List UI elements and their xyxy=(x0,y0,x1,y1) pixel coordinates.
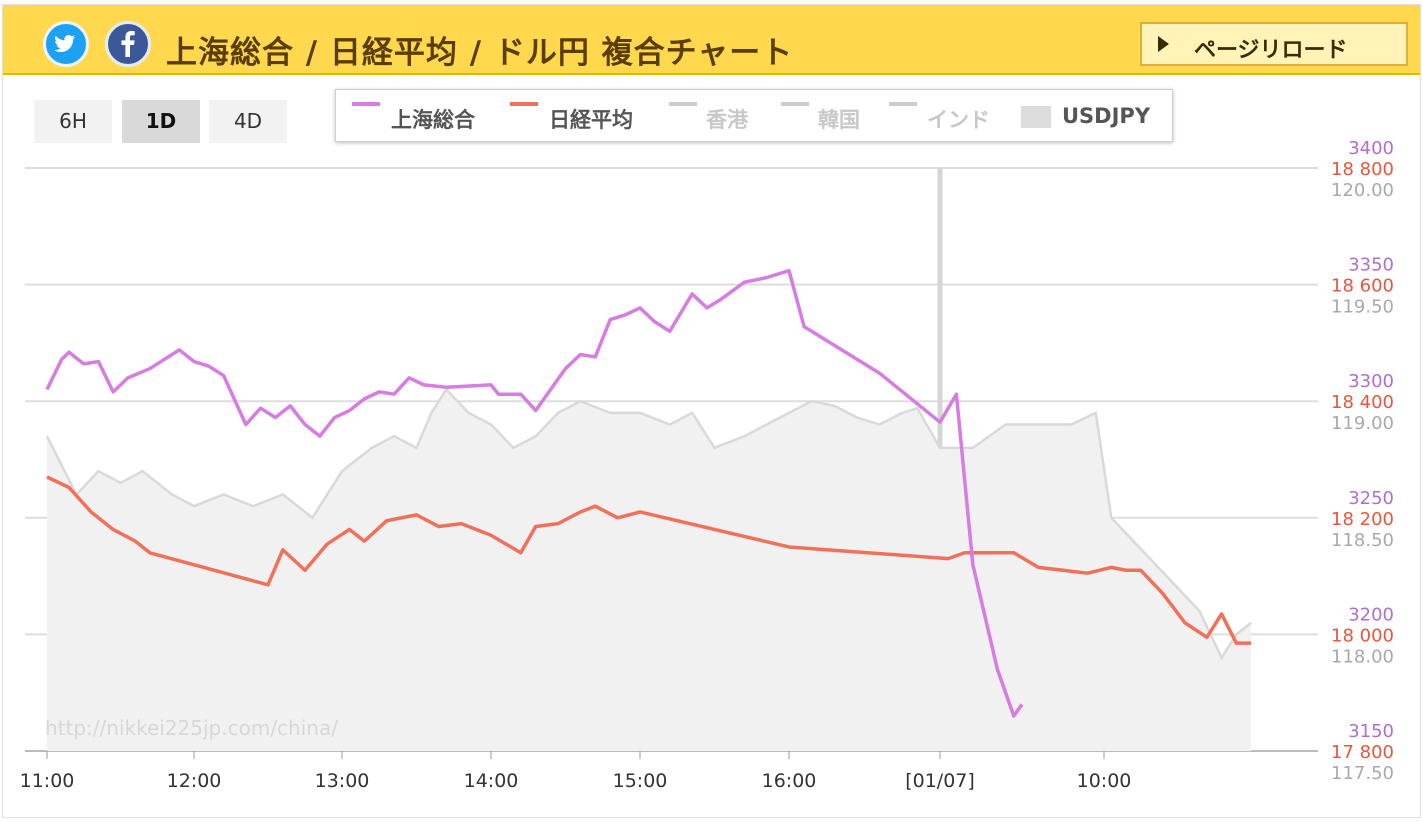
nikkei-tick-label: 18 800 xyxy=(1331,159,1394,180)
nikkei-tick-label: 18 000 xyxy=(1331,625,1394,646)
nikkei-tick-label: 17 800 xyxy=(1331,742,1394,763)
shanghai-tick-label: 3200 xyxy=(1348,604,1394,625)
shanghai-tick-label: 3150 xyxy=(1348,721,1394,742)
nikkei-tick-label: 18 400 xyxy=(1331,392,1394,413)
legend-item-hongkong[interactable]: 香港 xyxy=(706,108,748,132)
shanghai-tick-label: 3350 xyxy=(1348,255,1394,276)
facebook-icon xyxy=(121,31,135,57)
legend-item-nikkei[interactable]: 日経平均 xyxy=(549,108,633,132)
shanghai-tick-label: 3400 xyxy=(1348,138,1394,159)
header-bar: 上海総合 / 日経平均 / ドル円 複合チャート ページリロード xyxy=(3,5,1420,75)
x-tick-label: 16:00 xyxy=(762,770,817,792)
page-reload-button[interactable]: ページリロード xyxy=(1140,22,1408,66)
x-tick-label: 12:00 xyxy=(167,770,222,792)
usdjpy-area xyxy=(47,389,1251,751)
legend-line-korea xyxy=(781,102,809,106)
legend-line-shanghai xyxy=(352,102,380,106)
nikkei-tick-label: 18 600 xyxy=(1331,276,1394,297)
usdjpy-tick-label: 119.00 xyxy=(1331,413,1394,434)
play-icon xyxy=(1158,36,1169,52)
legend-line-india xyxy=(889,102,917,106)
shanghai-line xyxy=(45,268,1024,718)
twitter-icon xyxy=(54,35,76,52)
x-tick-label: 10:00 xyxy=(1077,770,1132,792)
shanghai-tick-label: 3300 xyxy=(1348,371,1394,392)
usdjpy-line xyxy=(45,387,1252,661)
x-tick-label: [01/07] xyxy=(905,770,975,792)
facebook-button[interactable] xyxy=(105,21,151,67)
usdjpy-tick-label: 117.50 xyxy=(1331,763,1394,784)
usdjpy-tick-label: 120.00 xyxy=(1331,180,1394,201)
chart-frame xyxy=(2,4,1421,818)
range-button-4d[interactable]: 4D xyxy=(209,100,287,143)
x-tick-label: 11:00 xyxy=(20,770,75,792)
range-button-1d[interactable]: 1D xyxy=(122,100,200,143)
x-tick-label: 14:00 xyxy=(464,770,519,792)
legend-line-nikkei xyxy=(510,102,538,106)
twitter-button[interactable] xyxy=(43,21,89,67)
usdjpy-tick-label: 118.50 xyxy=(1331,530,1394,551)
legend-item-korea[interactable]: 韓国 xyxy=(818,108,860,132)
usdjpy-tick-label: 118.00 xyxy=(1331,646,1394,667)
legend-item-india[interactable]: インド xyxy=(927,108,990,132)
chart-legend: 上海総合 日経平均 香港 韓国 インド USDJPY xyxy=(335,89,1173,142)
x-tick-label: 15:00 xyxy=(613,770,668,792)
x-tick-label: 13:00 xyxy=(315,770,370,792)
legend-line-hongkong xyxy=(669,102,697,106)
legend-swatch-usdjpy xyxy=(1021,106,1051,128)
page-title: 上海総合 / 日経平均 / ドル円 複合チャート xyxy=(166,35,794,71)
page-reload-label: ページリロード xyxy=(1194,38,1348,63)
range-button-6h[interactable]: 6H xyxy=(34,100,112,143)
legend-item-usdjpy[interactable]: USDJPY xyxy=(1062,104,1151,128)
usdjpy-tick-label: 119.50 xyxy=(1331,297,1394,318)
nikkei-tick-label: 18 200 xyxy=(1331,509,1394,530)
nikkei-line xyxy=(46,475,1251,645)
shanghai-tick-label: 3250 xyxy=(1348,488,1394,509)
url-watermark: http://nikkei225jp.com/china/ xyxy=(45,716,338,740)
legend-item-shanghai[interactable]: 上海総合 xyxy=(391,108,475,132)
